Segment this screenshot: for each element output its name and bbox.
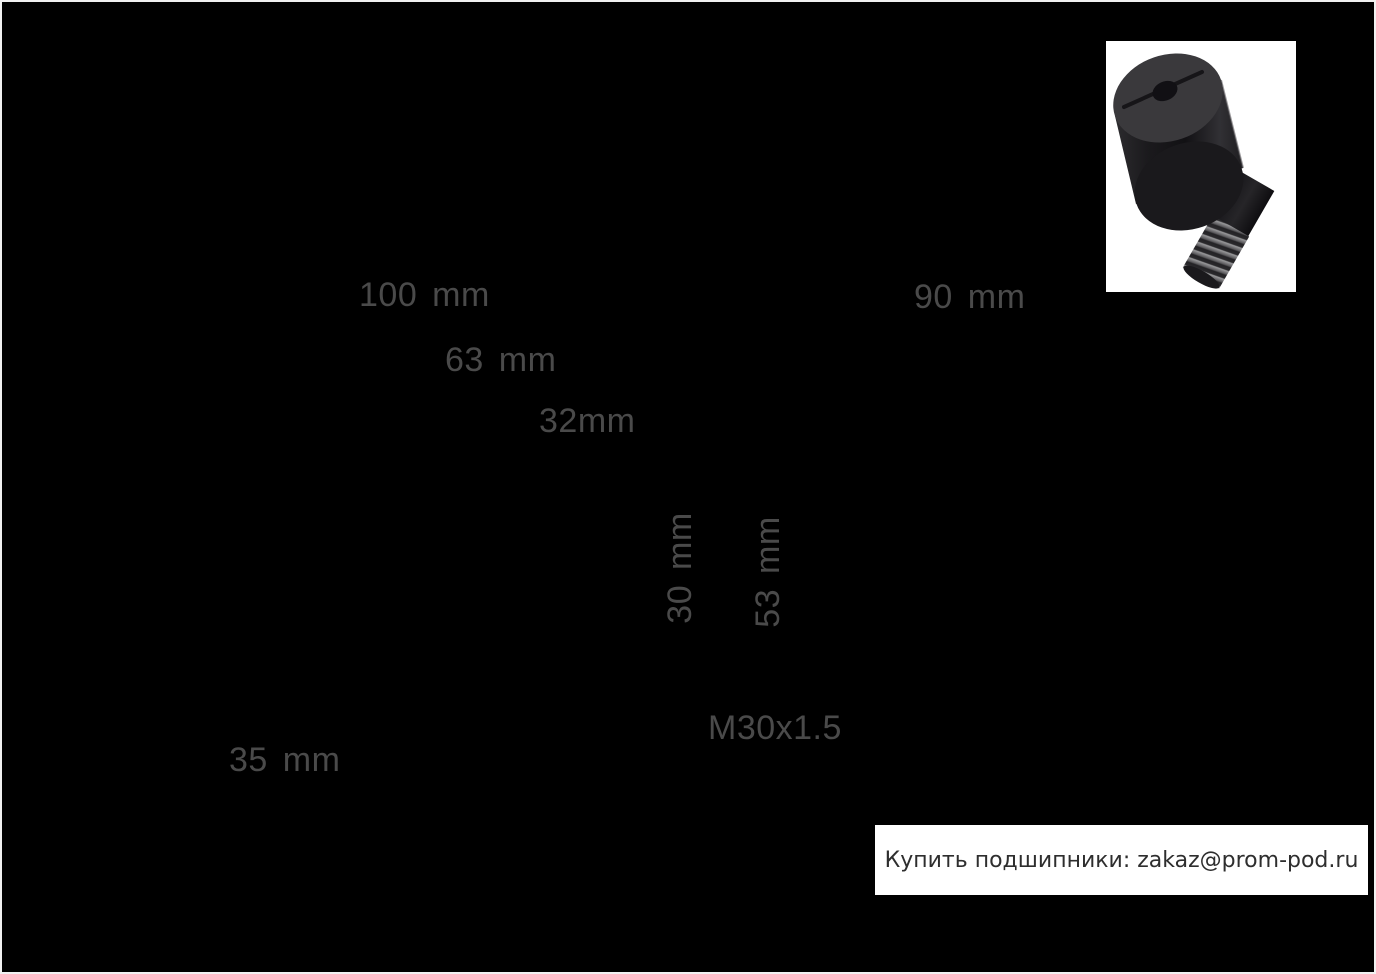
contact-banner: Купить подшипники: zakaz@prom-pod.ru bbox=[875, 825, 1368, 895]
dimension-label-32mm: 32mm bbox=[539, 402, 636, 440]
dimension-label-100mm: 100 mm bbox=[359, 276, 490, 314]
dimension-label-thread-M30x1_5: M30x1.5 bbox=[708, 709, 842, 747]
dimension-label-63mm: 63 mm bbox=[445, 341, 557, 379]
dimension-label-30mm-vertical: 30 mm bbox=[661, 512, 699, 624]
dimension-label-35mm: 35 mm bbox=[229, 741, 341, 779]
cam-follower-bearing-photo bbox=[1113, 53, 1275, 289]
product-photo-box bbox=[1106, 41, 1296, 292]
dimension-label-53mm-vertical: 53 mm bbox=[749, 516, 787, 628]
contact-banner-text: Купить подшипники: zakaz@prom-pod.ru bbox=[884, 847, 1359, 873]
dimension-label-90mm: 90 mm bbox=[914, 278, 1026, 316]
